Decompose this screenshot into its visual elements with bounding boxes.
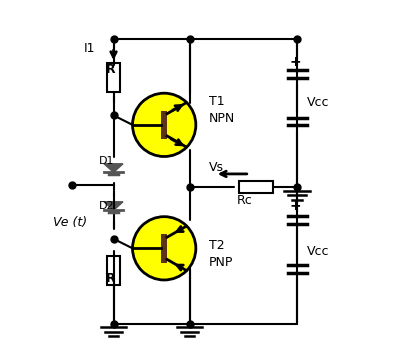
Text: D2: D2 — [99, 200, 115, 211]
Text: Ve (t): Ve (t) — [53, 217, 88, 230]
Polygon shape — [104, 202, 123, 210]
Text: I1: I1 — [83, 42, 95, 55]
Circle shape — [133, 217, 196, 280]
Text: +: + — [289, 199, 301, 213]
Text: Rc: Rc — [237, 194, 253, 207]
FancyBboxPatch shape — [107, 63, 120, 92]
Text: Vcc: Vcc — [306, 245, 329, 258]
Text: T1: T1 — [208, 95, 224, 108]
Text: R: R — [106, 272, 115, 285]
Text: Vcc: Vcc — [306, 96, 329, 109]
Text: D1: D1 — [99, 156, 115, 166]
Polygon shape — [104, 164, 123, 172]
Text: NPN: NPN — [208, 112, 235, 125]
FancyBboxPatch shape — [239, 180, 274, 193]
Text: R: R — [106, 63, 115, 76]
Text: +: + — [289, 54, 301, 68]
FancyBboxPatch shape — [161, 111, 167, 139]
Text: T2: T2 — [208, 239, 224, 252]
FancyBboxPatch shape — [107, 256, 120, 285]
Circle shape — [133, 93, 196, 157]
Text: PNP: PNP — [208, 256, 233, 269]
Text: Vs: Vs — [208, 161, 224, 174]
FancyBboxPatch shape — [161, 234, 167, 263]
